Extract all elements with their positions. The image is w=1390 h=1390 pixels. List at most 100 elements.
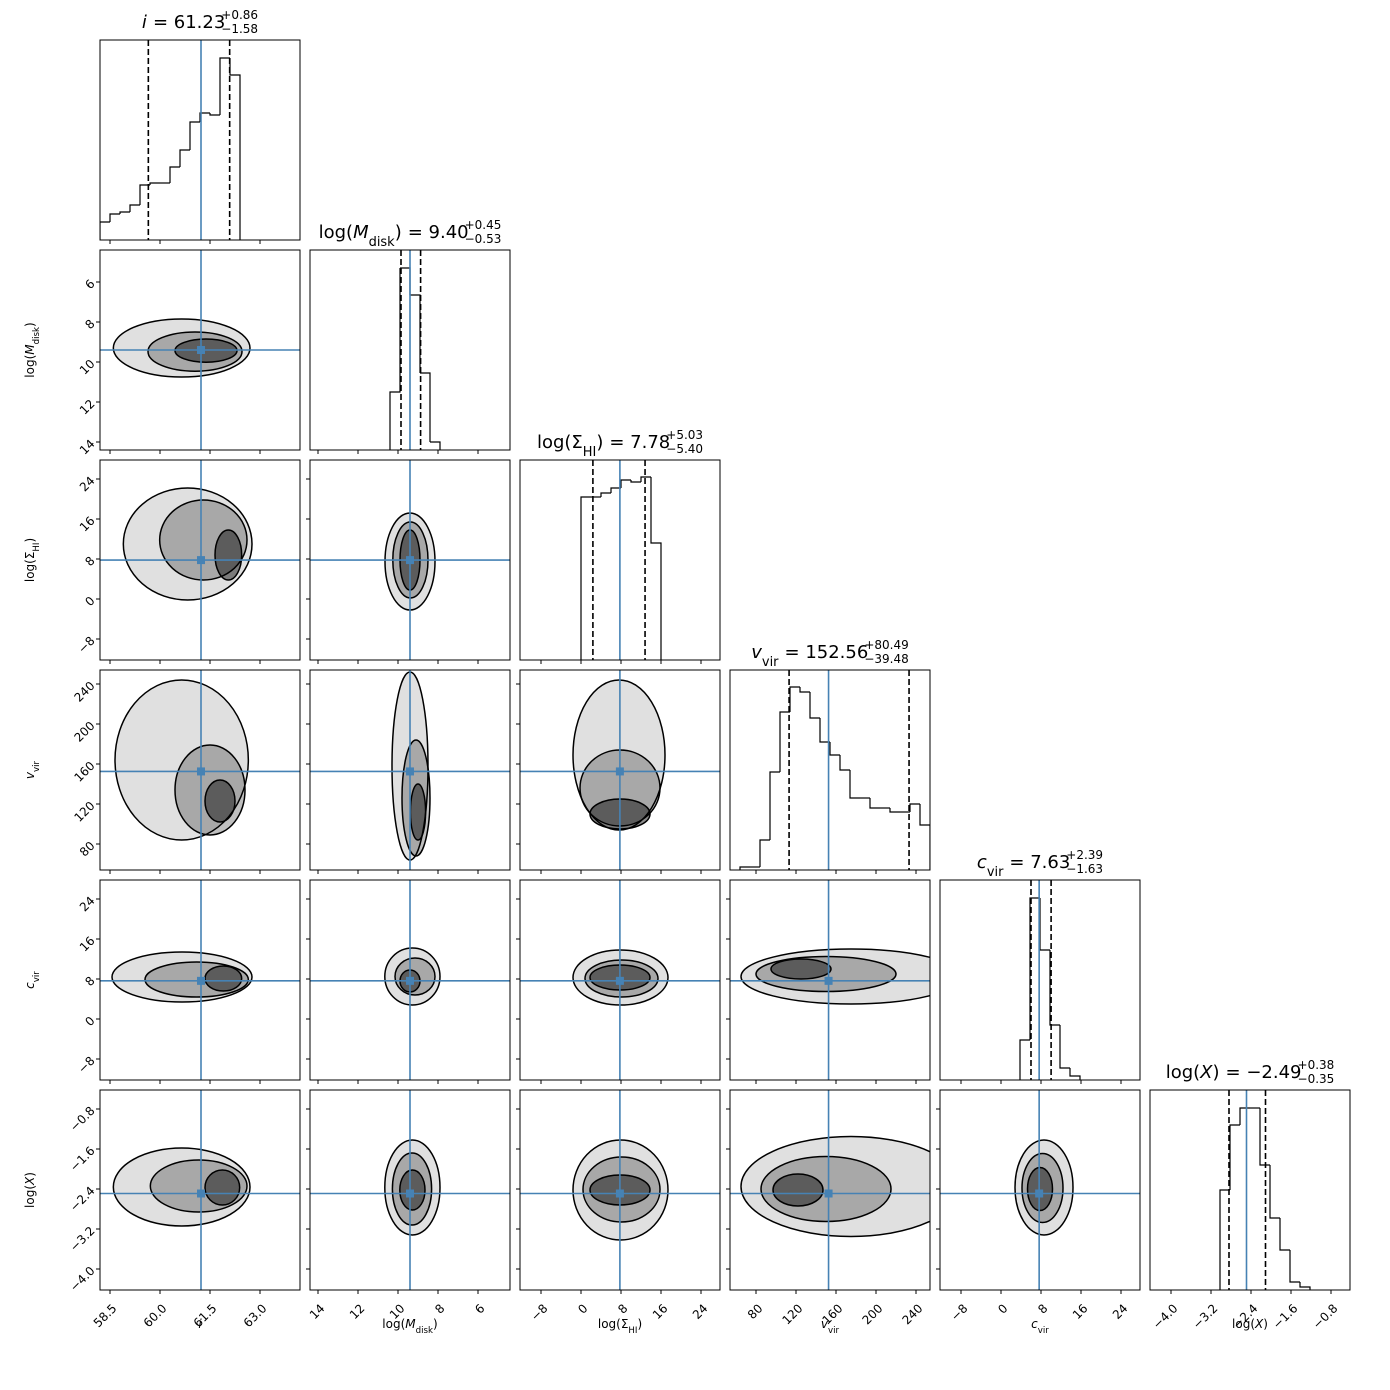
label-piece: log(Σ: [598, 1317, 629, 1331]
panel-title: cvir = 7.63: [977, 852, 1070, 880]
title-value: = 152.56: [785, 642, 869, 663]
panel: [940, 1090, 1140, 1290]
label-piece: M: [23, 344, 37, 355]
histogram-step: [799, 687, 810, 693]
panel: [730, 880, 930, 1080]
contour: [214, 529, 243, 581]
y-tick-label: 6: [82, 277, 97, 292]
label-piece: log(: [23, 355, 37, 378]
panel: [1019, 880, 1081, 1080]
y-tick-label: 8: [82, 317, 97, 332]
panel-frame: [99, 39, 301, 241]
label-piece: ): [1263, 1317, 1268, 1331]
y-tick-label: 8: [82, 974, 97, 989]
y-tick-label: −4.0: [67, 1264, 98, 1295]
x-tick-label: 16: [650, 1301, 671, 1322]
title-lower: −1.58: [221, 22, 258, 36]
panel: [310, 880, 510, 1080]
x-tick-label: 16: [1070, 1301, 1091, 1322]
title-value: = 9.40: [408, 222, 469, 243]
contour: [394, 957, 436, 996]
x-tick-label: −1.6: [1270, 1301, 1301, 1332]
panel-frame: [309, 879, 511, 1081]
panel-frame: [99, 669, 301, 871]
histogram-step: [1039, 898, 1050, 951]
x-tick-label: 0: [995, 1301, 1010, 1316]
panel: [730, 1090, 930, 1290]
x-tick-label: 63.0: [241, 1301, 270, 1330]
y-tick-label: 160: [71, 759, 97, 785]
panel: [100, 1090, 300, 1290]
contour: [204, 965, 243, 992]
histogram-step: [1289, 1250, 1300, 1283]
histogram-step: [630, 480, 641, 483]
histogram-step: [610, 487, 621, 493]
x-tick-label: 80: [745, 1301, 766, 1322]
contour: [572, 679, 666, 831]
label-piece: ): [23, 1172, 37, 1177]
histogram-step: [919, 804, 930, 870]
y-tick-label: 240: [71, 679, 97, 705]
y-tick-label: 16: [77, 514, 98, 535]
panel: [100, 880, 300, 1080]
panel-frame: [729, 669, 931, 871]
x-tick-label: −0.8: [1310, 1301, 1341, 1332]
histogram-step: [909, 803, 920, 812]
title-lower: −0.35: [1298, 1072, 1335, 1086]
histogram-step: [219, 57, 230, 115]
panel: [310, 670, 510, 870]
label-piece: log(Σ: [537, 432, 583, 453]
title-lower: −1.63: [1066, 862, 1103, 876]
contour: [384, 947, 441, 1006]
label-piece: vir: [32, 971, 42, 983]
y-axis-label: log(Mdisk): [23, 322, 42, 377]
histogram-step: [430, 441, 441, 450]
x-tick-label: 14: [307, 1301, 328, 1322]
label-piece: M: [405, 1317, 416, 1331]
y-tick-label: 8: [82, 554, 97, 569]
contour: [112, 1147, 251, 1227]
panel: [1219, 1090, 1311, 1290]
histogram-step: [129, 204, 140, 212]
histogram-step: [109, 213, 120, 222]
panel: [389, 250, 441, 450]
panel: [580, 460, 662, 660]
contour: [740, 1135, 930, 1238]
histogram-step: [410, 294, 421, 373]
label-piece: v: [23, 771, 37, 779]
title-upper: +5.03: [666, 428, 703, 442]
panel-frame: [729, 1089, 931, 1291]
label-piece: vir: [1038, 1326, 1050, 1336]
y-tick-label: −8: [75, 634, 97, 656]
label-piece: i: [198, 1317, 202, 1331]
y-tick-label: 0: [82, 1014, 97, 1029]
y-axis-label: log(X): [23, 1172, 37, 1208]
x-tick-label: 8: [432, 1301, 447, 1316]
panel: [310, 1090, 510, 1290]
title-upper: +2.39: [1066, 848, 1103, 862]
x-tick-label: −8: [528, 1301, 550, 1323]
panel-title: i = 61.23: [142, 12, 225, 33]
y-tick-label: 80: [77, 839, 98, 860]
title-lower: −39.48: [864, 652, 908, 666]
x-axis-label: log(X): [1232, 1317, 1268, 1331]
contour: [174, 744, 246, 836]
label-piece: disk: [369, 235, 396, 250]
histogram-step: [1239, 1107, 1250, 1125]
x-tick-label: 58.5: [91, 1301, 120, 1330]
histogram-step: [139, 184, 150, 205]
contour: [772, 1173, 824, 1207]
panel-frame: [309, 1089, 511, 1291]
contour: [204, 1169, 241, 1206]
label-piece: log(: [1232, 1317, 1255, 1331]
label-piece: HI: [583, 445, 597, 460]
x-tick-label: −8: [948, 1301, 970, 1323]
y-tick-label: 24: [77, 894, 98, 915]
histogram-step: [149, 182, 160, 185]
label-piece: c: [977, 852, 987, 873]
panel-frame: [309, 249, 511, 451]
panel-frame: [309, 459, 511, 661]
panel-frame: [519, 459, 721, 661]
panel: [100, 670, 300, 870]
histogram-step: [1229, 1124, 1240, 1190]
